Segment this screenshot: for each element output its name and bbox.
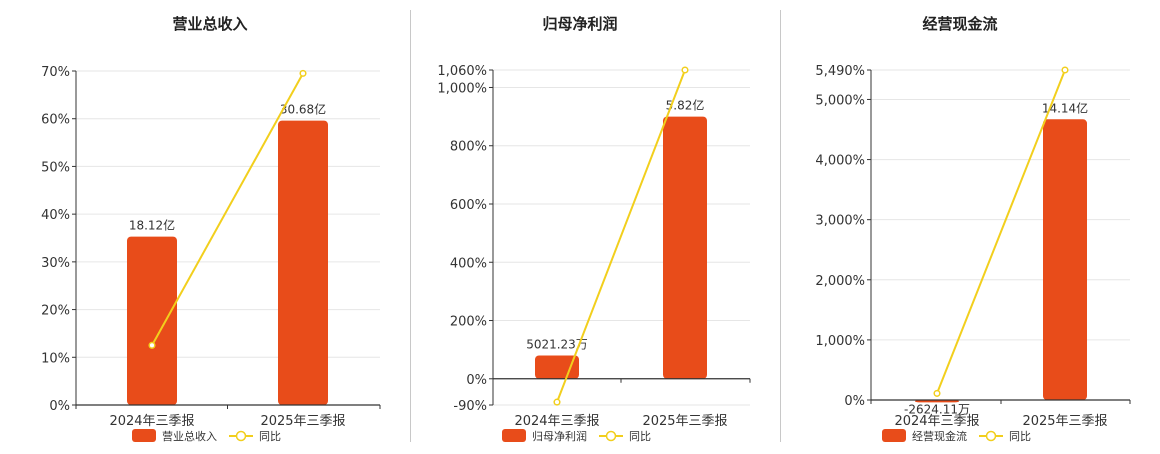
line-point	[148, 341, 156, 349]
bar	[663, 116, 707, 379]
legend-label-line: 同比	[629, 430, 651, 443]
chart-title: 经营现金流	[922, 15, 997, 33]
x-tick-label: 2024年三季报	[894, 414, 979, 429]
legend-marker-line	[605, 430, 617, 442]
line-point	[1061, 66, 1069, 74]
bar-data-label: 30.68亿	[280, 102, 326, 117]
bar-data-label: 5021.23万	[526, 337, 588, 351]
legend-label-bar: 归母净利润	[532, 429, 587, 443]
y-tick-label: 0%	[466, 373, 487, 388]
legend-marker-line	[985, 430, 997, 442]
y-tick-label: 60%	[41, 113, 70, 128]
x-tick-label: 2025年三季报	[260, 414, 345, 429]
y-tick-label: 1,060%	[437, 64, 487, 79]
legend-label-line: 同比	[1009, 430, 1031, 443]
bar	[1043, 119, 1087, 401]
y-tick-label: 0%	[844, 394, 865, 409]
y-tick-label: 50%	[41, 160, 70, 175]
bar	[535, 355, 579, 379]
chart-panel-1: 营业总收入 0% 10% 20% 30% 40% 50% 60% 70% 18.12亿 30.68亿…	[41, 15, 381, 443]
y-tick-label: -90%	[453, 399, 487, 414]
panel-divider-1	[410, 10, 411, 442]
chart-panel-3: 经营现金流 0% 1,000% 2,000% 3,000% 4,000% 5,000% 5,4…	[815, 15, 1131, 443]
bar-data-label: -2624.11万	[904, 402, 970, 416]
y-tick-label: 20%	[41, 304, 70, 319]
panel-divider-2	[780, 10, 781, 442]
y-tick-label: 70%	[41, 65, 70, 80]
y-tick-label: 4,000%	[815, 154, 865, 169]
legend-label-line: 同比	[259, 430, 281, 443]
series-line-同比	[556, 69, 686, 403]
y-tick-label: 800%	[450, 140, 487, 155]
y-tick-label: 10%	[41, 351, 70, 366]
bar	[127, 236, 177, 405]
legend-swatch-bar	[132, 429, 156, 442]
x-tick-label: 2025年三季报	[1022, 414, 1107, 429]
bar-data-label: 18.12亿	[129, 218, 175, 233]
chart-title: 归母净利润	[542, 15, 617, 33]
legend-label-bar: 营业总收入	[162, 429, 217, 443]
x-tick-label: 2025年三季报	[642, 414, 727, 429]
chart-panel-2: 归母净利润 -90% 0% 200% 400% 600% 800% 1,000% 1,060% 5…	[437, 15, 751, 443]
line-point	[299, 69, 307, 77]
y-tick-label: 30%	[41, 256, 70, 271]
line-point	[933, 389, 941, 397]
series-line-同比	[151, 72, 304, 346]
y-tick-label: 1,000%	[437, 81, 487, 96]
y-tick-label: 2,000%	[815, 274, 865, 289]
chart-title: 营业总收入	[172, 15, 247, 33]
y-tick-label: 0%	[49, 399, 70, 414]
y-tick-label: 3,000%	[815, 214, 865, 229]
bar-data-label: 5.82亿	[666, 98, 705, 113]
series-line-同比	[936, 69, 1066, 394]
bar	[915, 400, 959, 403]
y-tick-label: 400%	[450, 256, 487, 271]
y-tick-label: 1,000%	[815, 334, 865, 349]
bar-data-label: 14.14亿	[1042, 100, 1088, 115]
y-tick-label: 40%	[41, 208, 70, 223]
legend-swatch-bar	[502, 429, 526, 442]
legend-swatch-bar	[882, 429, 906, 442]
bar	[278, 120, 328, 405]
x-tick-label: 2024年三季报	[109, 414, 194, 429]
y-tick-label: 200%	[450, 315, 487, 330]
y-tick-label: 5,000%	[815, 93, 865, 108]
line-point	[553, 398, 561, 406]
legend-label-bar: 经营现金流	[912, 429, 967, 443]
legend-marker-line	[235, 430, 247, 442]
y-tick-label: 600%	[450, 198, 487, 213]
y-tick-label: 5,490%	[815, 64, 865, 79]
line-point	[681, 66, 689, 74]
x-tick-label: 2024年三季报	[514, 414, 599, 429]
